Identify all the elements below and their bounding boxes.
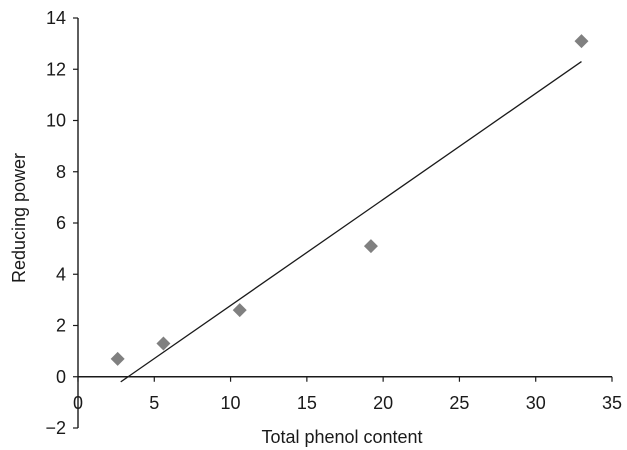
x-tick-label: 25 — [449, 393, 469, 413]
x-tick-label: 35 — [602, 393, 622, 413]
trendline — [120, 61, 582, 383]
y-axis-title: Reducing power — [9, 153, 29, 283]
y-tick-label: 6 — [56, 213, 66, 233]
trendline-group — [120, 61, 582, 383]
data-point — [363, 239, 378, 254]
y-tick-label: 8 — [56, 162, 66, 182]
x-tick-label: 10 — [221, 393, 241, 413]
x-axis: 0 5 10 15 20 25 30 35 — [73, 376, 622, 413]
x-tick-label: 20 — [373, 393, 393, 413]
data-point — [156, 336, 171, 351]
data-points — [110, 34, 589, 366]
data-point — [110, 351, 125, 366]
y-tick-label: 14 — [46, 8, 66, 28]
x-axis-title: Total phenol content — [261, 427, 422, 447]
y-tick-label: 12 — [46, 59, 66, 79]
y-tick-label: 0 — [56, 367, 66, 387]
data-point — [574, 34, 589, 49]
y-tick-label: 10 — [46, 111, 66, 131]
x-tick-label: 0 — [73, 393, 83, 413]
x-tick-label: 30 — [526, 393, 546, 413]
x-tick-label: 5 — [149, 393, 159, 413]
y-tick-label: 2 — [56, 316, 66, 336]
x-tick-label: 15 — [297, 393, 317, 413]
y-axis: −2 0 2 4 6 8 10 12 14 — [45, 8, 79, 438]
y-tick-label: −2 — [45, 418, 66, 438]
y-tick-label: 4 — [56, 264, 66, 284]
data-point — [232, 303, 247, 318]
